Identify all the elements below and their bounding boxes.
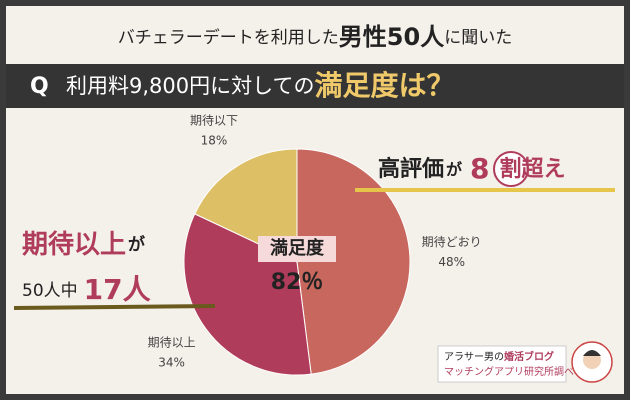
ann-part: 50人中 — [22, 281, 78, 301]
credit-box — [437, 345, 567, 383]
slice-value: 34% — [158, 356, 185, 370]
credit-line1: アラサー男の婚活ブログ — [444, 350, 554, 363]
right-annotation: 高評価が 8 割超え — [378, 152, 566, 185]
badge — [493, 151, 529, 187]
ann-part: 期待以上 — [22, 230, 126, 260]
header-part: に聞いた — [444, 28, 512, 48]
left-annotation-top: 期待以上が — [22, 230, 145, 260]
center-box — [258, 236, 336, 262]
left-annotation-bottom: 50人中 17人 — [22, 273, 151, 306]
question-bar — [6, 64, 624, 108]
center-title: 満足度 — [270, 237, 325, 259]
credit-part: アラサー男の — [444, 351, 504, 363]
avatar-hair — [583, 350, 601, 356]
ann-part: 高評価 — [378, 156, 444, 182]
center-value: 82％ — [271, 270, 324, 295]
ann-part: 8 — [470, 152, 489, 185]
question: 利用料9,800円に対しての満足度は？ — [66, 69, 455, 102]
underline — [13, 304, 216, 310]
slice-label: 期待以下 — [190, 114, 238, 128]
slice-label: 期待以上 — [148, 336, 196, 350]
question-highlight: 満足度は？ — [315, 69, 455, 102]
header-part: バチェラーデートを利用した — [118, 27, 339, 48]
ann-part: が — [128, 234, 145, 255]
pie-slice — [296, 148, 411, 375]
slice-value: 48% — [438, 255, 465, 269]
header-part: 男性50人 — [339, 23, 444, 51]
credit-part: 婚活ブログ — [504, 350, 554, 363]
header-title: バチェラーデートを利用した男性50人に聞いた — [118, 23, 512, 51]
ann-part: 17人 — [84, 273, 151, 306]
pie-slice — [194, 148, 298, 263]
question-prefix: Q — [30, 74, 49, 99]
slice-value: 18% — [201, 134, 228, 148]
ann-part: が — [446, 160, 462, 179]
credit-line2: マッチングアプリ研究所調べ — [444, 365, 574, 378]
ann-part: 割超え — [500, 156, 566, 182]
question-text: 利用料9,800円に対しての — [66, 74, 315, 98]
slice-label: 期待どおり — [422, 235, 482, 249]
